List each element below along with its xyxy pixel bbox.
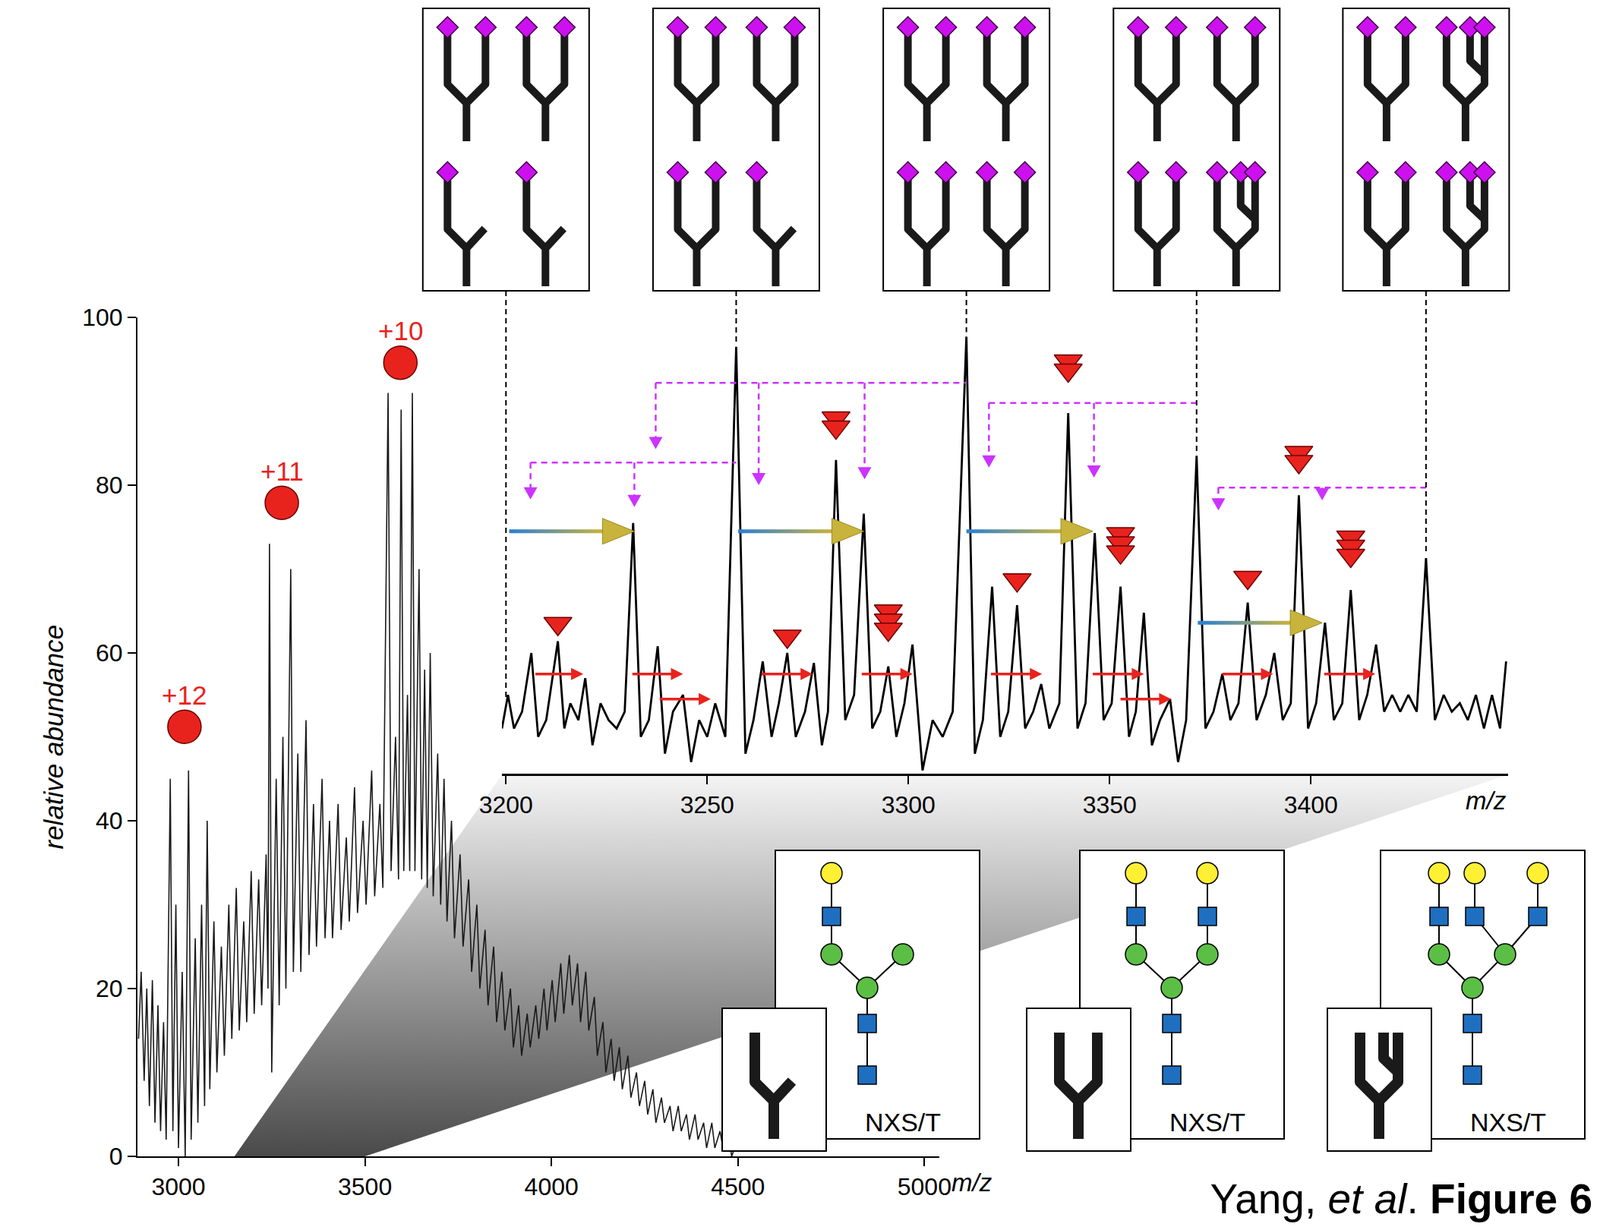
svg-text:3200: 3200 [479, 791, 534, 819]
svg-text:60: 60 [95, 639, 124, 667]
svg-text:+10: +10 [378, 315, 423, 346]
svg-text:+12: +12 [161, 680, 207, 711]
svg-text:3350: 3350 [1082, 791, 1137, 819]
svg-text:80: 80 [95, 471, 124, 499]
svg-text:m/z: m/z [951, 1168, 993, 1197]
svg-text:NXS/T: NXS/T [864, 1107, 941, 1137]
svg-text:m/z: m/z [1465, 786, 1507, 815]
svg-text:3300: 3300 [881, 791, 936, 819]
svg-text:40: 40 [95, 807, 124, 835]
svg-text:NXS/T: NXS/T [1470, 1107, 1547, 1137]
svg-text:NXS/T: NXS/T [1169, 1107, 1246, 1137]
svg-text:3400: 3400 [1284, 791, 1339, 819]
svg-text:20: 20 [95, 975, 124, 1003]
svg-text:+11: +11 [260, 456, 304, 486]
svg-text:3500: 3500 [337, 1173, 392, 1201]
svg-text:4000: 4000 [524, 1173, 579, 1201]
svg-text:3250: 3250 [680, 791, 735, 819]
svg-text:Yang, et al. Figure 6: Yang, et al. Figure 6 [1210, 1175, 1593, 1223]
svg-text:100: 100 [82, 303, 123, 332]
svg-text:4500: 4500 [710, 1173, 765, 1201]
svg-text:0: 0 [109, 1142, 124, 1171]
svg-text:3000: 3000 [151, 1173, 206, 1201]
svg-text:relative abundance: relative abundance [38, 624, 69, 850]
svg-text:5000: 5000 [897, 1173, 952, 1201]
